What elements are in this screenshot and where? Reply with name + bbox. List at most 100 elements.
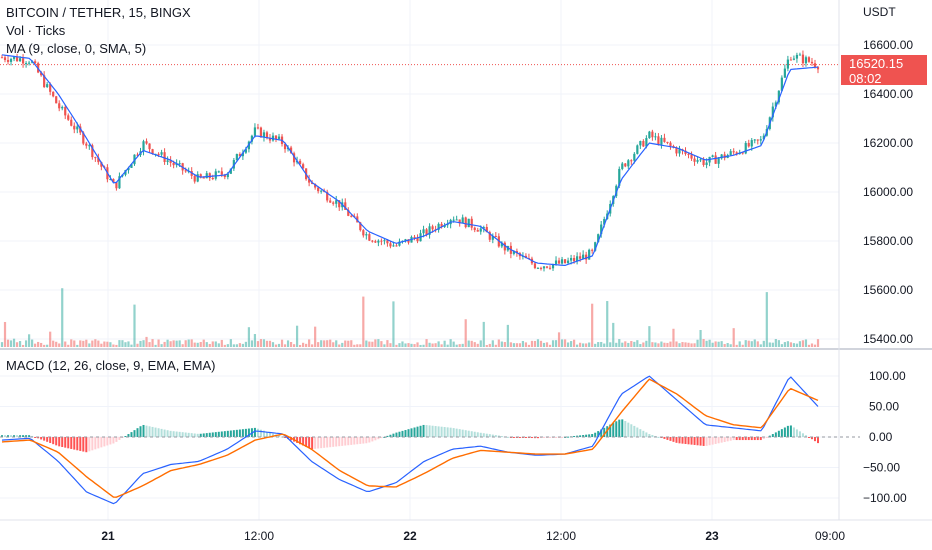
candle-body	[582, 254, 585, 259]
candle-body	[271, 135, 275, 141]
candle-body	[350, 215, 353, 217]
macd-legend[interactable]: MACD (12, 26, close, 9, EMA, EMA)	[6, 358, 216, 373]
symbol-title[interactable]: BITCOIN / TETHER, 15, BINGX	[6, 5, 191, 20]
candle-body	[46, 84, 49, 88]
macd-hist-bar	[573, 435, 576, 437]
macd-hist-bar	[115, 437, 118, 442]
macd-hist-bar	[585, 434, 588, 437]
volume-bar	[443, 340, 446, 347]
volume-bar	[603, 343, 606, 347]
macd-hist-bar	[145, 425, 148, 437]
volume-bar	[175, 340, 178, 347]
volume-bar	[452, 341, 455, 347]
candle-body	[762, 135, 765, 140]
volume-bar	[368, 341, 371, 347]
volume-bar	[289, 342, 293, 347]
macd-hist-bar	[371, 437, 374, 442]
ma-legend[interactable]: MA (9, close, 0, SMA, 5)	[6, 41, 147, 56]
macd-hist-bar	[723, 437, 726, 442]
macd-hist-bar	[317, 437, 320, 449]
volume-bar	[262, 339, 266, 347]
macd-hist-bar	[1, 435, 3, 437]
macd-hist-bar	[332, 437, 335, 447]
macd-hist-bar	[148, 426, 151, 437]
macd-hist-bar	[139, 426, 142, 437]
macd-hist-bar	[235, 429, 238, 437]
macd-hist-bar	[657, 436, 660, 438]
volume-bar	[350, 340, 353, 347]
candle	[61, 105, 64, 111]
volume-bar	[582, 343, 585, 347]
candle	[792, 55, 796, 61]
candle-body	[771, 106, 774, 118]
candle-body	[235, 154, 238, 161]
candle	[654, 132, 657, 141]
macd-hist-bar	[446, 427, 449, 437]
candle-body	[274, 135, 278, 139]
candle	[759, 136, 762, 145]
volume-bar	[720, 341, 723, 347]
macd-hist-bar	[52, 437, 55, 445]
candle-body	[485, 227, 488, 233]
candle-body	[302, 164, 305, 169]
candle-body	[500, 242, 503, 247]
volume-bar	[588, 342, 591, 347]
macd-hist-bar	[181, 432, 184, 437]
macd-hist-bar	[603, 427, 606, 437]
candle	[298, 158, 302, 165]
candle-body	[259, 127, 263, 138]
macd-hist-bar	[789, 425, 792, 437]
macd-hist-bar	[109, 437, 112, 445]
macd-hist-bar	[720, 437, 723, 443]
volume-bar	[55, 341, 58, 347]
candle-body	[645, 138, 648, 147]
volume-bar	[642, 342, 645, 347]
macd-hist-bar	[804, 435, 807, 437]
volume-bar	[780, 344, 783, 347]
candle-body	[642, 141, 645, 147]
volume-bar	[446, 344, 449, 347]
volume-bar	[386, 340, 389, 347]
macd-hist-bar	[193, 433, 196, 437]
candle-body	[576, 256, 579, 262]
candle-body	[732, 151, 735, 153]
macd-hist-bar	[256, 428, 259, 437]
candle	[112, 178, 115, 183]
candle	[696, 156, 699, 164]
volume-bar	[18, 341, 22, 347]
volume-bar	[238, 343, 241, 347]
macd-hist-bar	[82, 437, 85, 452]
macd-hist-bar	[684, 437, 687, 444]
candle-body	[317, 187, 320, 192]
macd-hist-bar	[214, 432, 217, 437]
macd-hist-bar	[672, 437, 675, 442]
candle-body	[774, 102, 777, 107]
volume-bar	[711, 342, 714, 347]
volume-bar	[124, 342, 127, 347]
volume-bar	[735, 344, 738, 347]
candle-body	[211, 178, 214, 180]
volume-bar	[389, 343, 392, 347]
volume-bar	[476, 343, 479, 347]
candle-body	[801, 54, 805, 64]
macd-hist-bar	[247, 428, 250, 437]
volume-bar	[136, 343, 139, 347]
macd-hist-bar	[88, 437, 91, 452]
macd-hist-bar	[377, 437, 380, 440]
volume-bar	[305, 343, 308, 347]
candle	[262, 129, 266, 142]
macd-hist-bar	[567, 436, 570, 438]
volume-legend[interactable]: Vol · Ticks	[6, 23, 66, 38]
volume-bar	[798, 341, 802, 347]
candle	[94, 156, 97, 162]
volume-bar	[428, 342, 431, 347]
candle-body	[184, 170, 187, 172]
macd-hist-bar	[711, 437, 714, 445]
candle-body	[76, 126, 79, 130]
volume-bar	[440, 344, 443, 347]
macd-hist-bar	[681, 437, 684, 444]
macd-hist-bar	[702, 437, 705, 446]
volume-bar	[302, 342, 305, 347]
macd-hist-bar	[103, 437, 106, 447]
